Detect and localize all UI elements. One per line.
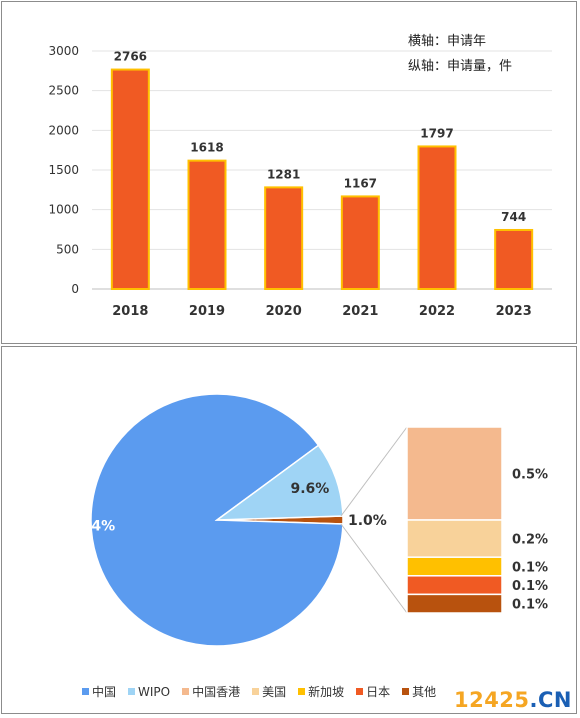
legend-label: 新加坡 [308,685,345,699]
data-label: 1618 [190,141,223,155]
bar [417,145,457,290]
data-label: 1281 [267,167,300,181]
bar [264,186,304,290]
breakdown-segment [406,593,503,614]
connector-line [340,426,408,517]
bar [340,195,380,290]
slice-label: 89.4% [67,519,116,535]
legend-label: 其他 [412,685,437,699]
bar [110,68,150,291]
y-tick-label: 500 [56,242,79,256]
bar-chart-panel: 0 500 1000 1500 2000 2500 3000 2766 2018 1618 2019… [1,1,577,344]
data-label: 2766 [114,50,147,64]
pie-legend: 中国 WIPO 中国香港 美国 新加坡 日本 其他 [82,683,436,700]
x-axis-note: 横轴：申请年 [408,34,487,49]
y-tick-label: 2000 [48,123,79,137]
legend-item: 日本 [356,683,390,700]
legend-swatch [356,688,364,695]
legend-item: 中国 [82,683,116,700]
legend-swatch [298,688,306,695]
data-label: 744 [501,210,526,224]
legend-item: 中国香港 [182,683,240,700]
y-tick-label: 1000 [48,203,79,217]
x-tick-label: 2021 [342,304,378,319]
bar [494,228,534,290]
y-tick-label: 3000 [48,44,79,58]
legend-item: 其他 [402,683,436,700]
pie-chart-panel: 89.4% 9.6% 1.0% 0.5% 0.2% 0.1% 0.1% 0.1% [1,346,577,714]
breakdown-segment [406,575,503,596]
y-tick-label: 0 [71,282,79,296]
x-tick-label: 2023 [496,304,532,319]
connector-line [340,523,408,614]
bar-chart: 0 500 1000 1500 2000 2500 3000 2766 2018 1618 2019… [48,44,552,319]
breakdown-segment [406,556,503,577]
breakdown-label: 0.2% [512,533,548,548]
bar [187,159,227,290]
slice-label: 1.0% [348,513,387,529]
breakdown-label: 0.5% [512,468,548,483]
legend-label: WIPO [138,684,171,699]
y-tick-label: 2500 [48,84,79,98]
legend-item: 美国 [252,683,286,700]
legend-item: 新加坡 [298,683,344,700]
y-axis-note: 纵轴：申请量，件 [408,59,513,74]
data-label: 1797 [420,126,453,140]
legend-item: WIPO [128,683,170,700]
breakdown-segment [406,426,503,521]
legend-label: 日本 [366,685,391,699]
breakdown-label: 0.1% [512,561,548,576]
data-label: 1167 [344,176,377,190]
legend-label: 美国 [262,685,287,699]
legend-swatch [128,688,136,695]
legend-label: 中国香港 [192,685,241,699]
x-tick-label: 2020 [266,304,302,319]
pie-chart: 89.4% 9.6% 1.0% 0.5% 0.2% 0.1% 0.1% 0.1% [67,393,548,647]
breakdown-label: 0.1% [512,598,548,613]
pie-slice [214,444,344,521]
legend-label: 中国 [92,685,117,699]
x-tick-label: 2022 [419,304,455,319]
legend-swatch [252,688,260,695]
legend-swatch [82,688,89,695]
x-tick-label: 2019 [189,304,225,319]
site-watermark: 12425.CN [453,688,572,712]
legend-swatch [182,688,190,695]
legend-swatch [402,688,410,695]
breakdown-label: 0.1% [512,579,548,594]
y-tick-label: 1500 [48,163,79,177]
x-tick-label: 2018 [112,304,148,319]
breakdown-segment [406,519,503,558]
slice-label: 9.6% [290,481,329,497]
